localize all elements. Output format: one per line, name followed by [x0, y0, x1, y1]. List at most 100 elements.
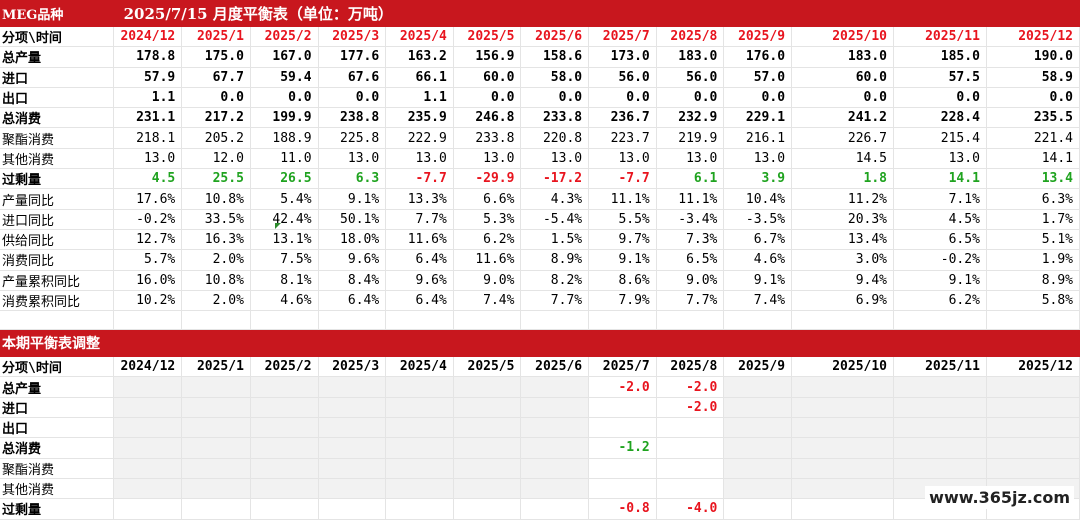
- empty-cell: [385, 310, 454, 331]
- adjust-cell: [723, 376, 793, 398]
- value-cell: 6.6%: [453, 188, 522, 210]
- value-cell: 9.1%: [893, 270, 987, 291]
- month-header: 2025/9: [723, 356, 793, 378]
- value-cell: 33.5%: [181, 209, 251, 230]
- empty-cell: [791, 310, 895, 331]
- value-cell: 20.3%: [791, 209, 895, 230]
- table-row: 消费累积同比 10.2% 2.0% 4.6% 6.4% 6.4% 7.4% 7.7% 7.9% 7…: [0, 290, 1080, 312]
- value-cell: 58.9: [986, 67, 1080, 88]
- month-header: 2025/1: [181, 26, 251, 48]
- value-cell: 176.0: [723, 46, 793, 68]
- adjust-cell: [385, 376, 454, 398]
- adjust-cell: -2.0: [656, 397, 725, 419]
- row-label: 进口: [0, 397, 114, 419]
- value-cell: 13.0: [520, 148, 590, 170]
- value-cell: 215.4: [893, 127, 987, 149]
- value-cell: 13.3%: [385, 188, 454, 210]
- month-header: 2025/6: [520, 356, 590, 378]
- adjust-cell: [656, 437, 725, 459]
- empty-cell: [723, 310, 793, 331]
- value-cell: 13.4%: [791, 229, 895, 251]
- value-cell: 9.6%: [318, 249, 387, 271]
- value-cell: 8.1%: [250, 270, 319, 291]
- value-cell: 66.1: [385, 67, 454, 88]
- empty-cell: [453, 310, 522, 331]
- adjust-cell: [250, 478, 319, 500]
- adjust-cell: [893, 417, 987, 439]
- empty-cell: [250, 310, 319, 331]
- adjust-cell: [791, 417, 895, 439]
- value-cell: -3.5%: [723, 209, 793, 230]
- value-cell: 232.9: [656, 107, 725, 129]
- adjust-cell: [588, 478, 657, 500]
- adjust-banner-label: 本期平衡表调整: [0, 329, 1080, 358]
- value-cell: 57.0: [723, 67, 793, 88]
- value-cell: 11.0: [250, 148, 319, 170]
- watermark: www.365jz.com: [925, 486, 1074, 509]
- adjust-cell: [893, 376, 987, 398]
- value-cell: 16.3%: [181, 229, 251, 251]
- adjust-cell: [181, 458, 251, 479]
- adjust-cell: [791, 376, 895, 398]
- value-cell: 11.1%: [588, 188, 657, 210]
- adjust-cell: [113, 437, 183, 459]
- adjust-cell: [113, 417, 183, 439]
- value-cell: 0.0: [656, 87, 725, 109]
- value-cell: 1.8: [791, 168, 895, 190]
- adjust-cell: [250, 417, 319, 439]
- adjust-cell: [893, 437, 987, 459]
- value-cell: 14.1: [986, 148, 1080, 170]
- value-cell: 188.9: [250, 127, 319, 149]
- value-cell: 225.8: [318, 127, 387, 149]
- value-cell: 8.4%: [318, 270, 387, 291]
- empty-cell: [113, 310, 183, 331]
- value-cell: 175.0: [181, 46, 251, 68]
- value-cell: 57.9: [113, 67, 183, 88]
- value-cell: 5.5%: [588, 209, 657, 230]
- adjust-cell: [791, 437, 895, 459]
- adjust-cell: [181, 397, 251, 419]
- value-cell: 223.7: [588, 127, 657, 149]
- adjust-cell: [113, 458, 183, 479]
- row-label: 总产量: [0, 46, 114, 68]
- header-row: 分项\时间 2024/12 2025/1 2025/2 2025/3 2025/4 2025…: [0, 26, 1080, 48]
- value-cell: 226.7: [791, 127, 895, 149]
- adjust-cell: [318, 397, 387, 419]
- value-cell: 9.0%: [453, 270, 522, 291]
- value-cell: 50.1%: [318, 209, 387, 230]
- value-cell: 6.7%: [723, 229, 793, 251]
- value-cell: 9.1%: [723, 270, 793, 291]
- month-header: 2025/9: [723, 26, 793, 48]
- table-row: 其他消费 13.0 12.0 11.0 13.0 13.0 13.0 13.0 13.0 13.0…: [0, 148, 1080, 170]
- value-cell: 167.0: [250, 46, 319, 68]
- adjust-cell: [385, 397, 454, 419]
- row-label: 其他消费: [0, 478, 114, 500]
- month-header: 2025/10: [791, 356, 895, 378]
- month-header: 2025/1: [181, 356, 251, 378]
- value-cell: 56.0: [656, 67, 725, 88]
- month-header: 2025/7: [588, 356, 657, 378]
- value-cell: 1.7%: [986, 209, 1080, 230]
- adjust-cell: [656, 417, 725, 439]
- adjust-cell: -1.2: [588, 437, 657, 459]
- adjust-cell: -2.0: [588, 376, 657, 398]
- value-cell: 221.4: [986, 127, 1080, 149]
- value-cell: -5.4%: [520, 209, 590, 230]
- table-row: 进口 57.9 67.7 59.4 67.6 66.1 60.0 58.0 56.0 56.0 57…: [0, 67, 1080, 88]
- table-row: 产量同比 17.6% 10.8% 5.4% 9.1% 13.3% 6.6% 4.3% 11.1%…: [0, 188, 1080, 210]
- value-cell: 220.8: [520, 127, 590, 149]
- row-label: 产量累积同比: [0, 270, 114, 291]
- month-header: 2025/5: [453, 356, 522, 378]
- row-label: 总产量: [0, 376, 114, 398]
- value-cell: 12.0: [181, 148, 251, 170]
- adjust-cell: [986, 458, 1080, 479]
- adjust-cell: [318, 417, 387, 439]
- month-header: 2025/8: [656, 26, 725, 48]
- value-cell: 158.6: [520, 46, 590, 68]
- month-header: 2025/2: [250, 26, 319, 48]
- value-cell: 231.1: [113, 107, 183, 129]
- value-cell: 6.3: [318, 168, 387, 190]
- adjust-cell: [986, 397, 1080, 419]
